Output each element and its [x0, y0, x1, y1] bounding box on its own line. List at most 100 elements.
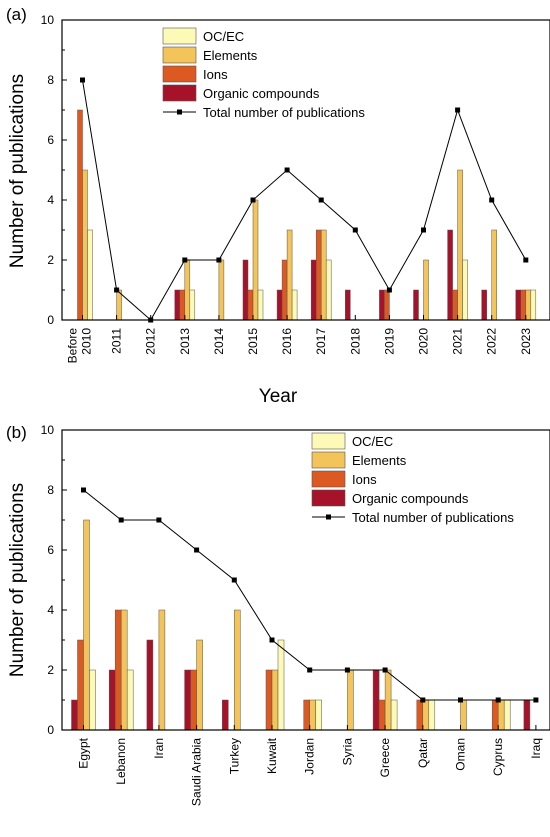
bar-ions-2016: [281, 259, 288, 321]
total-point-2023: [523, 257, 529, 263]
legend-swatch-oc-ec: [311, 432, 346, 450]
bar-elements-2020: [423, 259, 429, 321]
panel-a-legend: OC/EC Elements Ions Organic compounds Total …: [162, 27, 365, 120]
legend-swatch-ions: [311, 470, 346, 488]
total-point-egypt: [81, 487, 86, 493]
bar-oc-ec-lebanon: [126, 669, 134, 731]
bar-organic-compounds-2013: [174, 289, 181, 321]
bar-oc-ec-qatar: [428, 699, 436, 731]
bar-elements-saudi-arabia: [196, 639, 203, 731]
ytick-label: 8: [47, 73, 54, 87]
panel-a-ytick-labels: 0 2 4 6 8 10: [41, 13, 55, 327]
bar-ions-greece: [378, 699, 386, 731]
total-point-iraq: [533, 697, 539, 703]
xtick-label: 2020: [417, 328, 431, 355]
total-point-saudi-arabia: [194, 547, 200, 553]
bar-organic-compounds-2022: [481, 289, 487, 321]
legend-swatch-oc-ec: [162, 27, 197, 45]
legend-label-total: Total number of publications: [203, 105, 365, 120]
xtick-label: 2012: [144, 328, 158, 355]
total-point-2016: [284, 167, 290, 173]
bar-organic-compounds-2018: [345, 289, 351, 321]
total-point-cyprus: [495, 697, 501, 703]
panel-a-plot-frame: [61, 19, 550, 321]
bar-elements-iran: [158, 609, 166, 731]
total-point-2011: [114, 287, 120, 293]
bar-ions-egypt: [77, 639, 84, 731]
bar-ions-before-2010: [77, 109, 83, 321]
bar-oc-ec-2016: [291, 289, 298, 321]
legend-marker-total: [326, 514, 331, 520]
total-point-2013: [182, 257, 188, 263]
bar-oc-ec-2013: [189, 289, 196, 321]
panel-a-ticks: [62, 19, 527, 321]
bar-elements-greece: [384, 669, 392, 731]
bar-ions-cyprus: [491, 699, 499, 731]
bar-ions-2021: [452, 289, 458, 321]
xtick-label: 2021: [451, 328, 465, 355]
total-point-greece: [382, 667, 388, 673]
bar-ions-2019: [384, 289, 390, 321]
legend-label-oc-ec: OC/EC: [352, 434, 393, 449]
xtick-label: Greece: [378, 738, 392, 778]
bar-elements-2022: [491, 229, 497, 321]
bar-organic-compounds-iraq: [523, 699, 531, 731]
legend-marker-total: [177, 109, 182, 115]
legend-label-elements: Elements: [203, 48, 258, 63]
panel-b-bars: [71, 519, 531, 731]
ytick-label: 6: [47, 133, 54, 147]
bar-oc-ec-egypt: [89, 669, 96, 731]
panel-a-total-line: [80, 77, 529, 323]
ytick-label: 0: [47, 313, 54, 327]
bar-elements-jordan: [309, 699, 316, 731]
xtick-label: Kuwait: [265, 737, 279, 774]
bar-ions-2023: [520, 289, 527, 321]
bar-oc-ec-2021: [462, 259, 468, 321]
bar-organic-compounds-iran: [146, 639, 154, 731]
bar-elements-2015: [252, 199, 259, 321]
panel-b-ytick-labels: 0 2 4 6 8 10: [41, 423, 55, 737]
total-point-2021: [455, 107, 461, 113]
legend-swatch-organic-compounds: [311, 489, 346, 507]
xtick-label: Syria: [340, 738, 354, 766]
xtick-label: Cyprus: [491, 738, 505, 776]
xtick-label: Turkey: [227, 738, 241, 774]
bar-elements-qatar: [422, 699, 430, 731]
total-point-kuwait: [269, 637, 275, 643]
total-point-2022: [489, 197, 495, 203]
bar-ions-kuwait: [265, 669, 273, 731]
ytick-label: 10: [41, 423, 55, 437]
bar-organic-compounds-greece: [372, 669, 380, 731]
bar-organic-compounds-egypt: [71, 699, 78, 731]
xtick-label: 2013: [178, 328, 192, 355]
ytick-label: 0: [47, 723, 54, 737]
xtick-label: 2011: [110, 328, 124, 354]
xtick-label: 2014: [212, 328, 226, 355]
bar-oc-ec-kuwait: [277, 639, 285, 731]
panel-b-label: (b): [6, 423, 27, 442]
panel-a: (a) Number of publications Year 0246810 …: [6, 5, 550, 407]
bar-organic-compounds-2017: [310, 259, 317, 321]
total-point-2018: [352, 227, 358, 233]
xtick-label: 2018: [348, 328, 362, 355]
total-point-before-2010: [80, 77, 85, 83]
bar-organic-compounds-saudi-arabia: [184, 669, 191, 731]
total-point-lebanon: [118, 517, 124, 523]
bar-oc-ec-2023: [530, 289, 537, 321]
bar-oc-ec-2017: [325, 259, 332, 321]
bar-ions-jordan: [303, 699, 310, 731]
bar-elements-2013: [184, 259, 191, 321]
bar-organic-compounds-2023: [515, 289, 522, 321]
bar-oc-ec-greece: [390, 699, 398, 731]
bar-elements-2011: [116, 289, 122, 321]
xtick-label: 2016: [280, 328, 294, 355]
bar-elements-2021: [457, 169, 463, 321]
total-point-2014: [216, 257, 222, 263]
bar-oc-ec-cyprus: [503, 699, 511, 731]
total-point-syria: [344, 667, 350, 673]
total-point-2017: [318, 197, 324, 203]
panel-b: (b) Number of publications 0 2 4 6 8 10 Egypt…: [6, 423, 550, 806]
bar-oc-ec-before-2010: [87, 229, 93, 321]
total-point-oman: [458, 697, 463, 703]
